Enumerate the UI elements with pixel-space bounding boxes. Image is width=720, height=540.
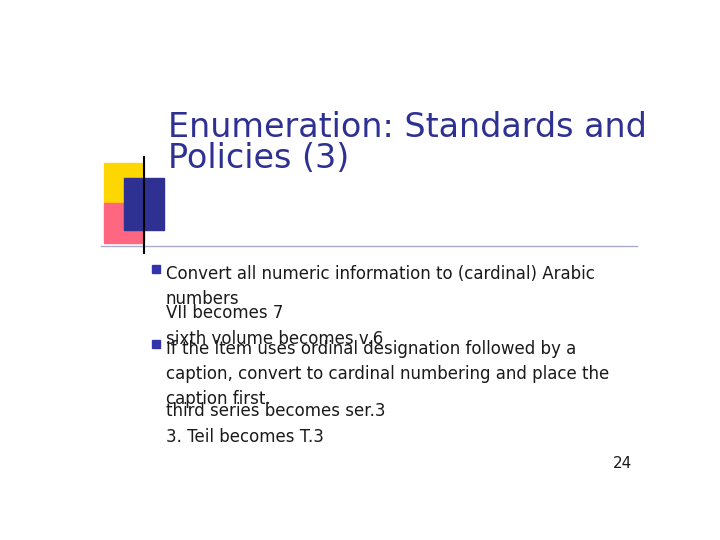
Text: third series becomes ser.3
3. Teil becomes T.3: third series becomes ser.3 3. Teil becom… xyxy=(166,402,385,447)
FancyBboxPatch shape xyxy=(124,178,164,231)
FancyBboxPatch shape xyxy=(104,164,144,204)
Text: Convert all numeric information to (cardinal) Arabic
numbers: Convert all numeric information to (card… xyxy=(166,265,595,308)
Text: Enumeration: Standards and: Enumeration: Standards and xyxy=(168,111,647,144)
Bar xyxy=(152,340,160,348)
Text: 24: 24 xyxy=(613,456,632,471)
Bar xyxy=(152,265,160,273)
FancyBboxPatch shape xyxy=(104,204,144,244)
Text: If the item uses ordinal designation followed by a
caption, convert to cardinal : If the item uses ordinal designation fol… xyxy=(166,340,609,408)
Text: VII becomes 7
sixth volume becomes v.6: VII becomes 7 sixth volume becomes v.6 xyxy=(166,303,383,348)
Text: Policies (3): Policies (3) xyxy=(168,142,348,175)
